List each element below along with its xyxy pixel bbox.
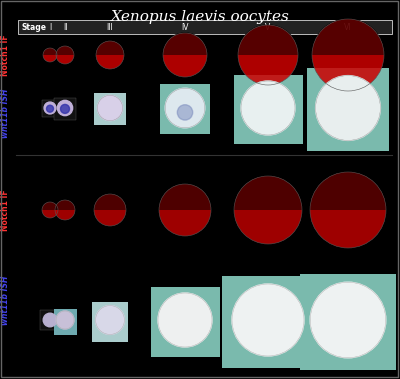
Wedge shape <box>56 46 74 64</box>
Circle shape <box>55 200 75 220</box>
FancyBboxPatch shape <box>54 98 76 120</box>
FancyBboxPatch shape <box>150 287 220 357</box>
Circle shape <box>46 105 54 112</box>
Text: wnt11b ISH: wnt11b ISH <box>2 88 10 138</box>
Circle shape <box>316 75 380 140</box>
Wedge shape <box>94 194 126 210</box>
Circle shape <box>310 282 386 358</box>
Wedge shape <box>163 33 207 55</box>
Wedge shape <box>96 41 124 69</box>
Text: wnt11b ISH: wnt11b ISH <box>2 275 10 325</box>
Text: Xenopus laevis oocytes: Xenopus laevis oocytes <box>110 10 290 24</box>
FancyBboxPatch shape <box>94 92 126 125</box>
Wedge shape <box>312 19 384 91</box>
Wedge shape <box>42 202 58 210</box>
Circle shape <box>177 105 193 120</box>
FancyBboxPatch shape <box>234 75 302 144</box>
Text: I: I <box>49 22 51 31</box>
FancyBboxPatch shape <box>42 100 58 117</box>
Circle shape <box>232 284 304 356</box>
Wedge shape <box>43 48 57 55</box>
Text: Stage: Stage <box>22 22 47 31</box>
Wedge shape <box>55 200 75 210</box>
Text: II: II <box>63 22 67 31</box>
Circle shape <box>94 194 126 226</box>
Wedge shape <box>234 176 302 244</box>
Wedge shape <box>159 184 211 236</box>
Circle shape <box>57 100 73 116</box>
Wedge shape <box>310 172 386 210</box>
Wedge shape <box>42 202 58 218</box>
Circle shape <box>234 176 302 244</box>
Wedge shape <box>55 200 75 220</box>
Text: Notch1 IF: Notch1 IF <box>2 189 10 231</box>
Text: VI: VI <box>344 22 352 31</box>
Circle shape <box>159 184 211 236</box>
FancyBboxPatch shape <box>92 302 128 341</box>
Circle shape <box>56 311 74 329</box>
Wedge shape <box>234 176 302 210</box>
FancyBboxPatch shape <box>160 84 210 135</box>
Circle shape <box>43 313 57 327</box>
Wedge shape <box>310 172 386 248</box>
Circle shape <box>158 293 212 347</box>
FancyBboxPatch shape <box>300 274 396 370</box>
Wedge shape <box>312 19 384 55</box>
Circle shape <box>312 19 384 91</box>
FancyBboxPatch shape <box>307 68 390 151</box>
Circle shape <box>56 46 74 64</box>
FancyBboxPatch shape <box>222 276 314 368</box>
Wedge shape <box>96 41 124 55</box>
FancyBboxPatch shape <box>54 309 76 335</box>
Text: Notch1 IF: Notch1 IF <box>2 34 10 76</box>
Circle shape <box>241 81 295 135</box>
Wedge shape <box>238 25 298 85</box>
Text: III: III <box>107 22 113 31</box>
Circle shape <box>310 172 386 248</box>
FancyBboxPatch shape <box>18 20 392 34</box>
Wedge shape <box>43 48 57 62</box>
Wedge shape <box>163 33 207 77</box>
Text: V: V <box>265 22 271 31</box>
Circle shape <box>43 48 57 62</box>
Circle shape <box>96 41 124 69</box>
Circle shape <box>165 88 205 128</box>
Circle shape <box>44 102 56 114</box>
Wedge shape <box>159 184 211 210</box>
FancyBboxPatch shape <box>40 310 60 330</box>
Circle shape <box>238 25 298 85</box>
Circle shape <box>60 104 70 113</box>
Circle shape <box>42 202 58 218</box>
Circle shape <box>163 33 207 77</box>
Wedge shape <box>94 194 126 226</box>
Text: IV: IV <box>181 22 189 31</box>
Wedge shape <box>238 25 298 55</box>
Circle shape <box>98 96 122 121</box>
Wedge shape <box>56 46 74 55</box>
Circle shape <box>96 305 124 334</box>
